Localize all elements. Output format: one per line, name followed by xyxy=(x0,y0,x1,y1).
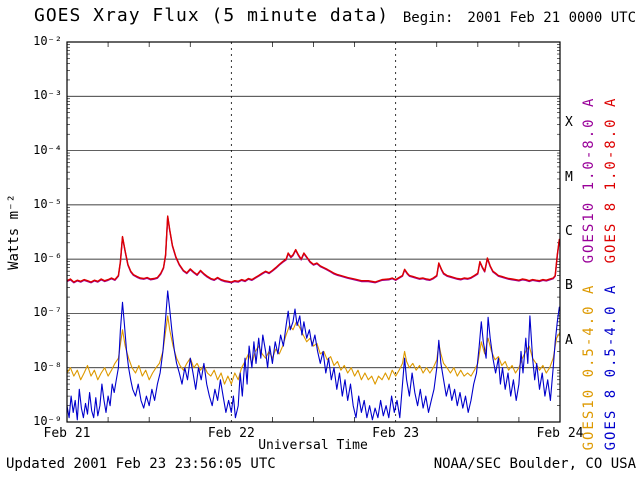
x-axis-title: Universal Time xyxy=(258,438,368,453)
series-goes10_short xyxy=(67,315,560,385)
credit: NOAA/SEC Boulder, CO USA xyxy=(433,456,636,472)
series-label-goes10_long: GOES10 1.0-8.0 A xyxy=(581,96,597,264)
flare-class-label: X xyxy=(565,115,573,131)
x-tick-label: Feb 23 xyxy=(372,426,420,441)
x-tick-label: Feb 22 xyxy=(207,426,255,441)
y-tick-label: 10⁻⁵ xyxy=(33,196,62,211)
flare-class-label: A xyxy=(565,332,573,348)
flare-class-label: C xyxy=(565,224,573,239)
x-tick-label: Feb 21 xyxy=(43,426,91,441)
series-goes8_long xyxy=(67,215,560,283)
flare-class-label: M xyxy=(565,169,573,185)
begin-time: Begin: 2001 Feb 21 0000 UTC xyxy=(403,10,636,26)
begin-value: 2001 Feb 21 0000 UTC xyxy=(467,10,636,26)
x-tick-label: Feb 24 xyxy=(536,426,584,441)
series-goes10_long xyxy=(67,216,560,284)
flare-class-label: B xyxy=(565,278,573,294)
y-tick-label: 10⁻⁹ xyxy=(33,414,62,428)
y-tick-label: 10⁻⁷ xyxy=(33,305,62,320)
y-tick-label: 10⁻³ xyxy=(33,88,62,103)
updated-timestamp: Updated 2001 Feb 23 23:56:05 UTC xyxy=(6,456,276,472)
y-tick-label: 10⁻² xyxy=(33,34,62,48)
series-label-goes8_short: GOES 8 0.5-4.0 A xyxy=(603,283,619,451)
series-label-goes10_short: GOES10 0.5-4.0 A xyxy=(581,283,597,451)
y-tick-label: 10⁻⁴ xyxy=(33,142,62,157)
begin-label: Begin: xyxy=(402,10,454,26)
y-tick-label: 10⁻⁸ xyxy=(33,359,62,374)
series-goes8_short xyxy=(67,290,560,421)
series-label-goes8_long: GOES 8 1.0-8.0 A xyxy=(603,96,619,264)
y-tick-label: 10⁻⁶ xyxy=(33,251,62,266)
chart-title: GOES Xray Flux (5 minute data) xyxy=(34,5,390,26)
